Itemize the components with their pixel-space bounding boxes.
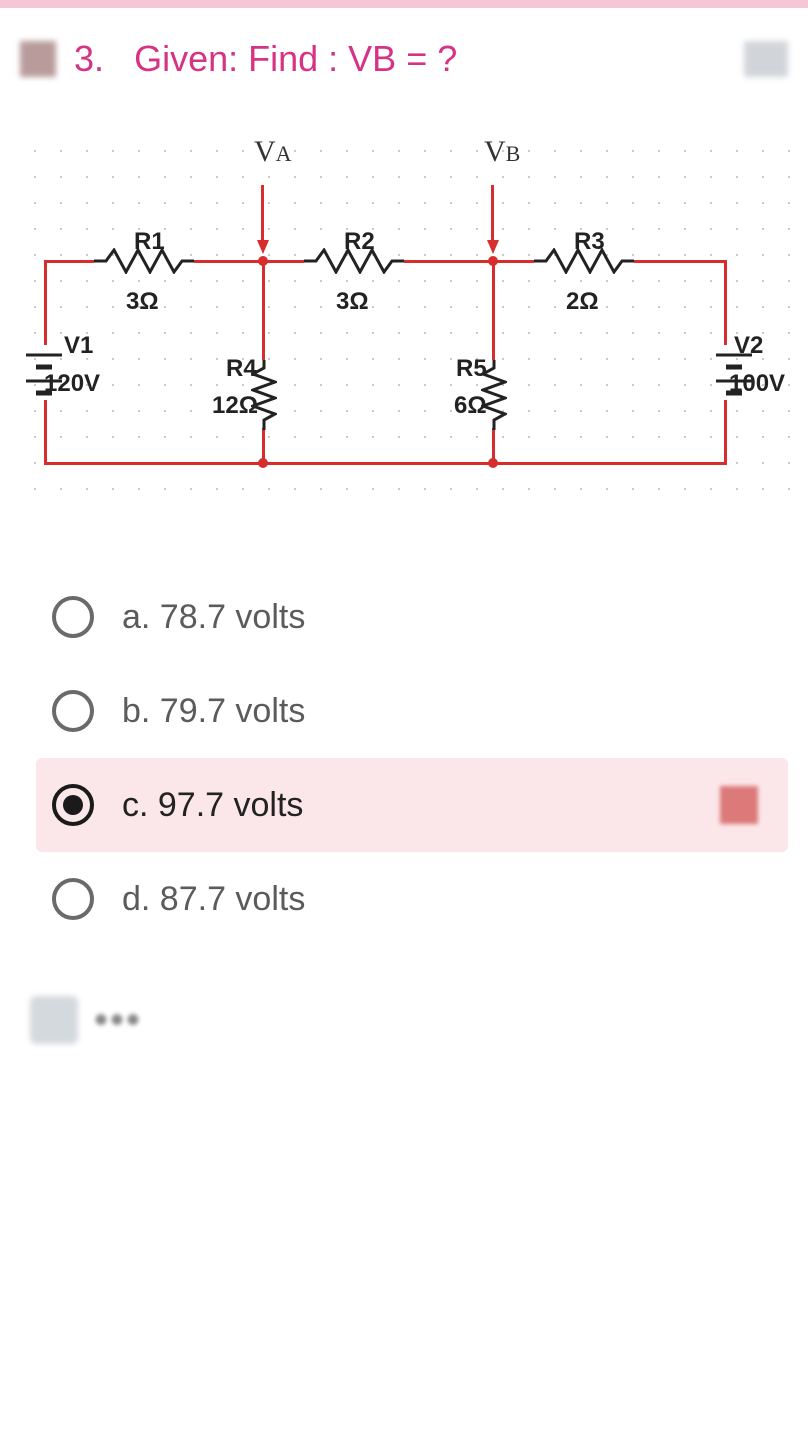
answer-options: a. 78.7 volts b. 79.7 volts c. 97.7 volts d… [0,540,808,966]
wire-segment [44,260,94,263]
node-label-vb: VB [484,135,520,169]
wire-segment [44,400,47,464]
probe-arrow [491,185,494,240]
node-label-va: VA [254,135,292,169]
wire-segment [724,260,727,345]
question-number: 3. [74,38,104,79]
component-value-v2: 100V [729,370,785,398]
probe-arrow-tip [487,240,499,254]
wire-segment [44,462,727,465]
component-value-r5: 6Ω [454,392,487,420]
answer-option-d[interactable]: d. 87.7 volts [36,852,788,946]
correct-flag-icon [720,786,758,824]
probe-arrow [261,185,264,240]
component-label-r2: R2 [344,228,375,256]
circuit-figure: VA VB R1 3Ω R2 3Ω R3 2Ω R4 12Ω R5 6Ω V1 120V V2 100V [0,90,808,540]
wire-segment [724,400,727,464]
wire-segment [634,260,727,263]
radio-icon[interactable] [52,878,94,920]
wire-segment [492,260,495,360]
component-label-v2: V2 [734,332,763,360]
answer-option-c[interactable]: c. 97.7 volts [36,758,788,852]
node-dot [258,458,268,468]
question-text: Given: Find : VB = ? [134,38,457,79]
question-header: 3. Given: Find : VB = ? [0,8,808,90]
component-label-r1: R1 [134,228,165,256]
wire-segment [194,260,304,263]
wire-segment [262,260,265,360]
component-label-r3: R3 [574,228,605,256]
answer-text: c. 97.7 volts [122,786,303,825]
node-dot [258,256,268,266]
component-value-v1: 120V [44,370,100,398]
answer-option-a[interactable]: a. 78.7 volts [36,570,788,664]
wire-segment [404,260,534,263]
component-value-r2: 3Ω [336,288,369,316]
node-dot [488,458,498,468]
component-value-r1: 3Ω [126,288,159,316]
footer-controls: ••• [0,966,808,1084]
question-flag-icon [744,41,788,77]
component-value-r4: 12Ω [212,392,258,420]
answer-text: d. 87.7 volts [122,880,305,919]
question-marker-icon [20,41,56,77]
radio-icon[interactable] [52,784,94,826]
top-accent-bar [0,0,808,8]
component-label-v1: V1 [64,332,93,360]
wire-segment [44,260,47,345]
answer-option-b[interactable]: b. 79.7 volts [36,664,788,758]
question-title: 3. Given: Find : VB = ? [74,38,726,80]
circuit-canvas: VA VB R1 3Ω R2 3Ω R3 2Ω R4 12Ω R5 6Ω V1 120V V2 100V [14,130,794,510]
feedback-icon[interactable] [30,996,78,1044]
radio-icon[interactable] [52,690,94,732]
radio-dot-icon [63,795,83,815]
component-value-r3: 2Ω [566,288,599,316]
answer-text: a. 78.7 volts [122,598,305,637]
node-dot [488,256,498,266]
answer-text: b. 79.7 volts [122,692,305,731]
component-label-r4: R4 [226,355,257,383]
component-label-r5: R5 [456,355,487,383]
radio-icon[interactable] [52,596,94,638]
more-icon[interactable]: ••• [94,998,142,1043]
probe-arrow-tip [257,240,269,254]
